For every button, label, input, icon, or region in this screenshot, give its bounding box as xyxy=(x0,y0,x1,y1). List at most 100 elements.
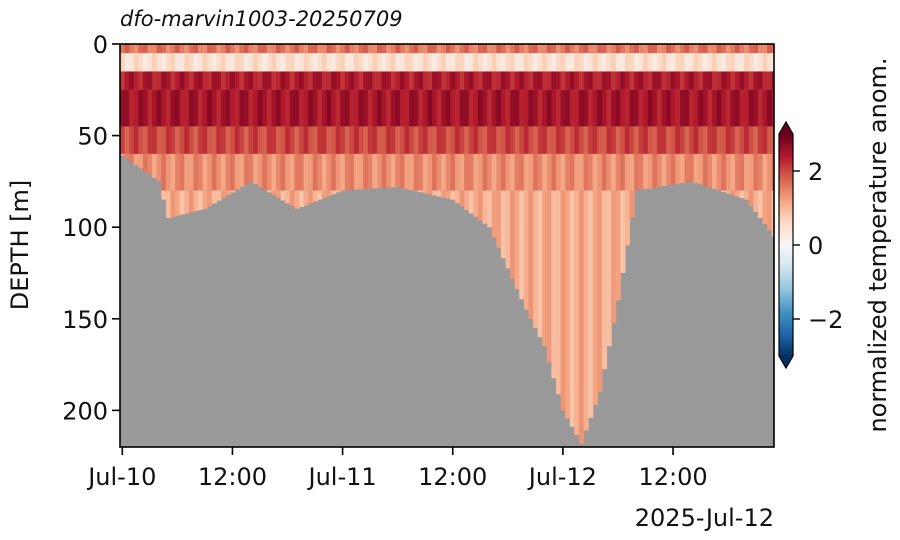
heatmap-cell xyxy=(308,44,314,54)
heatmap-cell xyxy=(496,53,502,72)
heatmap-cell xyxy=(285,126,291,154)
heatmap-cell xyxy=(445,190,452,199)
heatmap-cell xyxy=(409,53,415,72)
heatmap-cell xyxy=(578,190,585,444)
heatmap-cell xyxy=(656,126,663,154)
heatmap-cell xyxy=(436,153,442,191)
heatmap-cell xyxy=(312,71,318,90)
heatmap-cell xyxy=(294,44,300,54)
heatmap-cell xyxy=(175,190,181,216)
heatmap-cell xyxy=(482,71,488,90)
heatmap-cell xyxy=(730,71,736,90)
heatmap-cell xyxy=(528,89,534,127)
y-tick-label: 0 xyxy=(93,31,108,59)
heatmap-cell xyxy=(289,71,295,90)
heatmap-cells xyxy=(120,44,774,444)
heatmap-cell xyxy=(220,89,227,127)
heatmap-cell xyxy=(716,44,722,54)
heatmap-cell xyxy=(661,153,667,186)
heatmap-cell xyxy=(698,126,704,154)
heatmap-cell xyxy=(271,190,277,196)
heatmap-cell xyxy=(739,44,745,54)
heatmap-cell xyxy=(276,71,282,90)
heatmap-cell xyxy=(312,89,318,127)
heatmap-cell xyxy=(666,44,672,54)
heatmap-cell xyxy=(643,71,649,90)
heatmap-cell xyxy=(611,44,617,54)
heatmap-cell xyxy=(234,126,240,154)
heatmap-cell xyxy=(748,89,754,127)
heatmap-cell xyxy=(652,89,658,127)
heatmap-cell xyxy=(445,89,452,127)
heatmap-cell xyxy=(459,126,465,154)
heatmap-cell xyxy=(404,71,410,90)
heatmap-cell xyxy=(491,153,497,191)
heatmap-cell xyxy=(184,44,190,54)
heatmap-cell xyxy=(716,126,722,154)
heatmap-cell xyxy=(744,126,750,154)
heatmap-cell xyxy=(473,89,479,127)
heatmap-cell xyxy=(207,89,213,127)
heatmap-cell xyxy=(280,153,286,191)
heatmap-cell xyxy=(298,153,305,191)
heatmap-cell xyxy=(638,89,644,127)
heatmap-cell xyxy=(294,53,300,72)
heatmap-cell xyxy=(262,153,268,190)
heatmap-cell xyxy=(427,126,433,154)
heatmap-cell xyxy=(266,153,273,191)
heatmap-cell xyxy=(441,53,447,72)
x-tick-label: 12:00 xyxy=(638,463,707,491)
heatmap-cell xyxy=(170,126,176,154)
heatmap-cell xyxy=(349,44,355,54)
heatmap-cell xyxy=(491,71,497,90)
colorbar-tick-label: 0 xyxy=(808,232,823,260)
heatmap-cell xyxy=(308,89,314,127)
heatmap-cell xyxy=(413,44,419,54)
heatmap-cell xyxy=(661,44,667,54)
heatmap-cell xyxy=(464,153,470,191)
heatmap-cell xyxy=(436,53,442,72)
heatmap-cell xyxy=(427,44,433,54)
heatmap-cell xyxy=(482,44,488,54)
heatmap-cell xyxy=(583,89,589,127)
heatmap-cell xyxy=(216,153,222,191)
heatmap-cell xyxy=(464,71,470,90)
heatmap-cell xyxy=(418,53,424,72)
heatmap-cell xyxy=(363,89,369,127)
heatmap-cell xyxy=(569,153,575,191)
heatmap-cell xyxy=(601,71,608,90)
heatmap-cell xyxy=(276,89,282,127)
y-tick-label: 100 xyxy=(62,214,108,242)
heatmap-cell xyxy=(514,153,520,191)
heatmap-cell xyxy=(165,53,172,72)
heatmap-cell xyxy=(120,126,126,154)
heatmap-cell xyxy=(239,153,245,187)
heatmap-cell xyxy=(753,153,759,191)
heatmap-cell xyxy=(468,44,474,54)
heatmap-cell xyxy=(216,53,222,72)
heatmap-cell xyxy=(161,53,167,72)
heatmap-cell xyxy=(771,153,774,191)
heatmap-cell xyxy=(542,71,548,90)
heatmap-cell xyxy=(473,44,479,54)
heatmap-cell xyxy=(257,71,263,90)
heatmap-cell xyxy=(202,44,208,54)
heatmap-cell xyxy=(652,44,658,54)
heatmap-cell xyxy=(487,71,493,90)
heatmap-cell xyxy=(276,153,282,191)
heatmap-cell xyxy=(289,53,295,72)
heatmap-cell xyxy=(335,71,341,90)
heatmap-cell xyxy=(698,153,704,185)
heatmap-cell xyxy=(427,53,433,72)
heatmap-cell xyxy=(193,53,199,72)
heatmap-cell xyxy=(601,126,608,154)
heatmap-cell xyxy=(243,44,250,54)
heatmap-cell xyxy=(491,126,497,154)
heatmap-cell xyxy=(615,190,621,301)
heatmap-cell xyxy=(280,126,286,154)
heatmap-cell xyxy=(358,153,364,190)
heatmap-cell xyxy=(363,71,369,90)
heatmap-cell xyxy=(523,153,530,191)
heatmap-cell xyxy=(220,71,227,90)
heatmap-cell xyxy=(551,53,557,72)
